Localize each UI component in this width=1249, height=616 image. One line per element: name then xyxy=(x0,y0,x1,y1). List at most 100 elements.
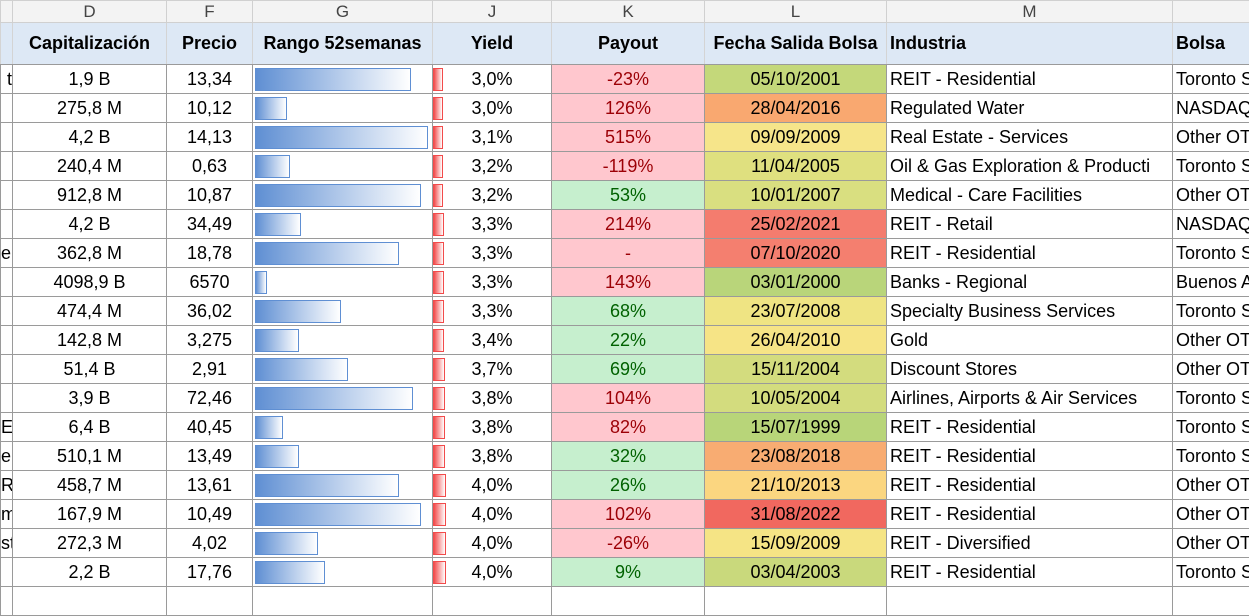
cell[interactable] xyxy=(253,326,433,355)
cell[interactable]: 36,02 xyxy=(167,297,253,326)
cell[interactable]: 4,0% xyxy=(433,529,552,558)
cell[interactable]: 34,49 xyxy=(167,210,253,239)
cell[interactable] xyxy=(1,558,13,587)
header-cell[interactable]: Precio xyxy=(167,23,253,65)
column-letter[interactable]: D xyxy=(13,1,167,23)
cell[interactable]: 26/04/2010 xyxy=(705,326,887,355)
cell[interactable]: 3,275 xyxy=(167,326,253,355)
cell[interactable]: 07/10/2020 xyxy=(705,239,887,268)
cell[interactable]: 10/01/2007 xyxy=(705,181,887,210)
cell[interactable]: 32% xyxy=(552,442,705,471)
cell[interactable]: 1,9 B xyxy=(13,65,167,94)
cell[interactable]: 4,0% xyxy=(433,558,552,587)
header-cell[interactable]: Fecha Salida Bolsa xyxy=(705,23,887,65)
cell[interactable] xyxy=(253,413,433,442)
cell[interactable]: e: xyxy=(1,239,13,268)
cell[interactable]: 18,78 xyxy=(167,239,253,268)
cell[interactable]: R xyxy=(1,471,13,500)
cell[interactable]: 510,1 M xyxy=(13,442,167,471)
cell[interactable] xyxy=(253,210,433,239)
cell[interactable]: 09/09/2009 xyxy=(705,123,887,152)
cell[interactable]: Other OT xyxy=(1173,500,1249,529)
cell[interactable]: REIT - Residential xyxy=(887,558,1173,587)
cell[interactable]: 3,3% xyxy=(433,210,552,239)
cell[interactable] xyxy=(1,94,13,123)
cell[interactable] xyxy=(253,558,433,587)
cell[interactable] xyxy=(1,152,13,181)
cell[interactable] xyxy=(253,239,433,268)
cell[interactable]: 126% xyxy=(552,94,705,123)
cell[interactable]: 3,1% xyxy=(433,123,552,152)
cell[interactable]: 10,87 xyxy=(167,181,253,210)
cell[interactable]: Toronto S xyxy=(1173,442,1249,471)
cell[interactable] xyxy=(1,181,13,210)
cell[interactable]: 31/08/2022 xyxy=(705,500,887,529)
header-cell[interactable]: Capitalización xyxy=(13,23,167,65)
header-cell[interactable]: Rango 52semanas xyxy=(253,23,433,65)
cell[interactable]: 3,9 B xyxy=(13,384,167,413)
cell[interactable]: 4,2 B xyxy=(13,123,167,152)
cell[interactable]: 15/09/2009 xyxy=(705,529,887,558)
cell[interactable]: 13,61 xyxy=(167,471,253,500)
header-cell[interactable]: Yield xyxy=(433,23,552,65)
cell[interactable]: 4,2 B xyxy=(13,210,167,239)
cell[interactable] xyxy=(1,384,13,413)
cell[interactable]: 10,12 xyxy=(167,94,253,123)
cell[interactable]: st xyxy=(1,529,13,558)
cell[interactable]: 3,3% xyxy=(433,268,552,297)
cell[interactable] xyxy=(253,152,433,181)
cell[interactable]: 240,4 M xyxy=(13,152,167,181)
cell[interactable]: 53% xyxy=(552,181,705,210)
cell[interactable] xyxy=(253,297,433,326)
cell[interactable]: 6,4 B xyxy=(13,413,167,442)
cell[interactable] xyxy=(887,587,1173,616)
cell[interactable]: 10,49 xyxy=(167,500,253,529)
cell[interactable] xyxy=(253,65,433,94)
cell[interactable]: - xyxy=(552,239,705,268)
cell[interactable]: Es xyxy=(1,413,13,442)
cell[interactable]: 03/01/2000 xyxy=(705,268,887,297)
cell[interactable]: 4098,9 B xyxy=(13,268,167,297)
cell[interactable]: REIT - Residential xyxy=(887,442,1173,471)
cell[interactable]: 25/02/2021 xyxy=(705,210,887,239)
cell[interactable]: REIT - Residential xyxy=(887,413,1173,442)
cell[interactable]: 142,8 M xyxy=(13,326,167,355)
cell[interactable]: 51,4 B xyxy=(13,355,167,384)
cell[interactable]: 05/10/2001 xyxy=(705,65,887,94)
cell[interactable]: 10/05/2004 xyxy=(705,384,887,413)
column-letter[interactable]: K xyxy=(552,1,705,23)
cell[interactable] xyxy=(253,529,433,558)
cell[interactable]: 22% xyxy=(552,326,705,355)
cell[interactable]: Banks - Regional xyxy=(887,268,1173,297)
cell[interactable] xyxy=(167,587,253,616)
cell[interactable]: 9% xyxy=(552,558,705,587)
cell[interactable]: Toronto S xyxy=(1173,384,1249,413)
cell[interactable]: 912,8 M xyxy=(13,181,167,210)
cell[interactable]: Other OT xyxy=(1173,529,1249,558)
cell[interactable]: 3,2% xyxy=(433,152,552,181)
cell[interactable]: 3,8% xyxy=(433,384,552,413)
cell[interactable]: 3,7% xyxy=(433,355,552,384)
cell[interactable]: 3,4% xyxy=(433,326,552,355)
cell[interactable]: Toronto S xyxy=(1173,558,1249,587)
cell[interactable]: 3,8% xyxy=(433,413,552,442)
cell[interactable]: 3,3% xyxy=(433,239,552,268)
cell[interactable]: 2,91 xyxy=(167,355,253,384)
cell[interactable] xyxy=(253,587,433,616)
cell[interactable] xyxy=(1,587,13,616)
cell[interactable]: 104% xyxy=(552,384,705,413)
cell[interactable]: Toronto S xyxy=(1173,297,1249,326)
cell[interactable]: 15/11/2004 xyxy=(705,355,887,384)
cell[interactable]: Oil & Gas Exploration & Producti xyxy=(887,152,1173,181)
cell[interactable]: 2,2 B xyxy=(13,558,167,587)
cell[interactable]: 4,0% xyxy=(433,471,552,500)
cell[interactable]: REIT - Residential xyxy=(887,65,1173,94)
cell[interactable]: Other OT xyxy=(1173,471,1249,500)
cell[interactable]: 515% xyxy=(552,123,705,152)
cell[interactable]: NASDAQ xyxy=(1173,94,1249,123)
cell[interactable]: 40,45 xyxy=(167,413,253,442)
cell[interactable] xyxy=(1,326,13,355)
cell[interactable]: 362,8 M xyxy=(13,239,167,268)
cell[interactable]: 82% xyxy=(552,413,705,442)
cell[interactable] xyxy=(1,297,13,326)
